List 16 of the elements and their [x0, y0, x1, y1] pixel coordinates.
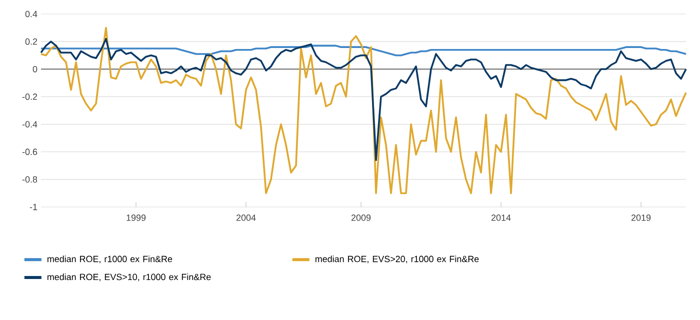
- y-tick-label: -0.2: [22, 94, 38, 100]
- y-tick-label: 0.2: [25, 38, 38, 45]
- x-tick-label: 2019: [631, 214, 651, 221]
- legend-label: median ROE, EVS>20, r1000 ex Fin&Re: [315, 256, 479, 264]
- legend-label: median ROE, r1000 ex Fin&Re: [48, 256, 172, 264]
- y-tick-label: 0: [32, 66, 38, 72]
- y-tick-label: -0.8: [22, 176, 38, 183]
- x-tick-label: 2009: [351, 214, 371, 221]
- x-tick-label: 1999: [126, 214, 146, 221]
- y-tick-label: -1: [30, 204, 38, 210]
- legend-label: median ROE, EVS>10, r1000 ex Fin&Re: [48, 274, 211, 282]
- y-tick-label: -0.6: [22, 148, 38, 156]
- y-tick-label: 0.4: [25, 10, 38, 18]
- x-tick-label: 2004: [236, 214, 256, 221]
- y-tick-label: -0.4: [22, 121, 38, 128]
- x-tick-label: 2014: [491, 214, 511, 221]
